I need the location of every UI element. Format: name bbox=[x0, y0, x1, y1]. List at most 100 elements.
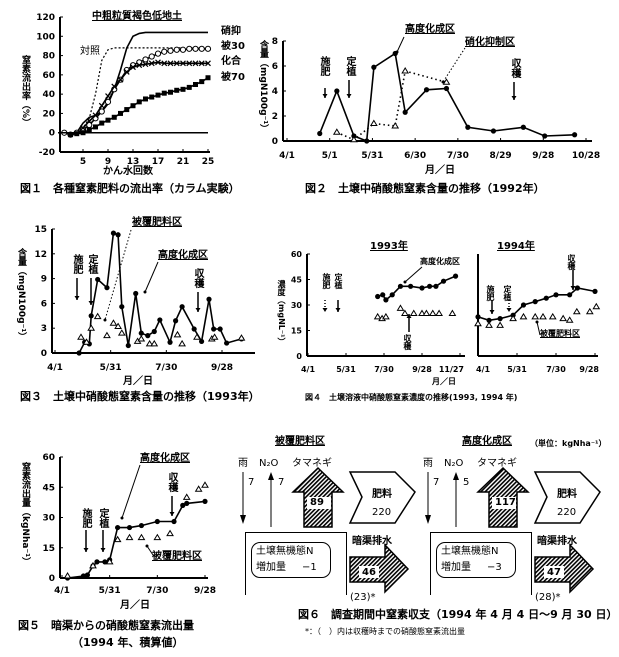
data-point bbox=[145, 339, 154, 347]
data-point bbox=[82, 338, 91, 345]
n2o-value: 7 bbox=[278, 477, 285, 488]
annotation-fertilize: 施肥 bbox=[322, 273, 331, 289]
data-point bbox=[548, 312, 557, 320]
data-point bbox=[118, 110, 123, 116]
n2o-label: N₂O bbox=[444, 458, 464, 469]
annotation-harvest: 収穫 bbox=[403, 334, 412, 350]
data-point bbox=[186, 60, 193, 67]
leader-tip bbox=[395, 50, 399, 54]
arrow-head bbox=[322, 308, 328, 312]
data-point bbox=[574, 285, 581, 291]
data-point bbox=[186, 45, 193, 52]
annotation-plant: 定植 bbox=[344, 56, 355, 76]
soil-box bbox=[251, 542, 331, 578]
arrow-head bbox=[195, 308, 201, 312]
onion-uptake-value: 117 bbox=[495, 497, 516, 508]
data-point bbox=[553, 292, 559, 298]
x-tick-label: 5/31 bbox=[336, 365, 356, 374]
y-tick-label: 2 bbox=[272, 112, 278, 122]
series-label: 被覆肥料区 bbox=[132, 217, 182, 228]
annotation-harvest: 収穫 bbox=[166, 472, 177, 492]
data-point bbox=[154, 50, 162, 57]
x-tick-label: 5/31 bbox=[99, 586, 121, 596]
x-tick-label: 5/31 bbox=[361, 151, 383, 161]
data-point bbox=[373, 312, 382, 320]
data-point bbox=[103, 331, 111, 339]
leader-tip bbox=[145, 544, 149, 548]
data-point bbox=[125, 342, 131, 349]
fig2-xlabel: 月／日 bbox=[425, 165, 455, 176]
data-point bbox=[435, 309, 443, 316]
data-point bbox=[380, 292, 386, 298]
data-point bbox=[63, 572, 72, 579]
x-tick-label: 7/30 bbox=[374, 365, 394, 374]
data-point bbox=[98, 108, 105, 115]
data-point bbox=[173, 330, 182, 338]
x-tick-label: 4/1 bbox=[47, 363, 63, 373]
data-point bbox=[369, 119, 378, 126]
rain-label: 雨 bbox=[238, 458, 248, 469]
data-point bbox=[124, 107, 130, 113]
data-point bbox=[157, 317, 163, 323]
arrow-head bbox=[83, 548, 89, 552]
data-point bbox=[150, 339, 159, 347]
soil-frame bbox=[245, 532, 347, 595]
data-point bbox=[88, 313, 94, 319]
x-tick-label: 4/1 bbox=[301, 365, 315, 374]
fig5-caption-2: （1994 年、積算値） bbox=[72, 636, 184, 649]
data-point bbox=[192, 60, 199, 67]
soil-box bbox=[436, 542, 516, 578]
data-point bbox=[178, 339, 186, 347]
y-tick-label: 80 bbox=[42, 52, 55, 62]
data-point bbox=[202, 498, 208, 504]
data-point bbox=[452, 273, 459, 279]
data-point bbox=[86, 118, 93, 125]
data-point bbox=[148, 60, 155, 67]
data-point bbox=[105, 557, 114, 565]
data-point bbox=[409, 309, 418, 316]
arrow-head bbox=[240, 515, 246, 524]
x-tick-label: 8/29 bbox=[490, 151, 512, 161]
data-point bbox=[113, 535, 122, 543]
data-point bbox=[74, 131, 80, 137]
arrow-head bbox=[406, 314, 412, 318]
data-point bbox=[136, 99, 142, 105]
arrow-head bbox=[169, 512, 175, 516]
data-point bbox=[201, 481, 209, 488]
leader-line bbox=[404, 266, 423, 283]
x-tick-label: 7/30 bbox=[155, 363, 177, 373]
data-point bbox=[205, 75, 211, 81]
data-point bbox=[115, 524, 121, 531]
annotation-plant: 定植 bbox=[86, 254, 97, 274]
series-line bbox=[336, 69, 447, 141]
leader-line bbox=[536, 321, 541, 336]
data-point bbox=[130, 103, 136, 109]
data-point bbox=[531, 312, 540, 320]
y-tick-label: 60 bbox=[42, 71, 55, 81]
data-point bbox=[427, 283, 433, 289]
data-point bbox=[149, 94, 155, 100]
data-point bbox=[422, 309, 431, 316]
data-point bbox=[117, 76, 124, 83]
data-point bbox=[114, 322, 122, 330]
data-point bbox=[180, 86, 186, 92]
series-label: 硝化抑制区 bbox=[465, 37, 515, 48]
drain-value: 46 bbox=[362, 567, 376, 578]
data-point bbox=[592, 288, 598, 294]
soil-increase-label: 増加量 bbox=[441, 562, 471, 573]
data-point bbox=[173, 60, 180, 67]
x-tick-label: 25 bbox=[202, 157, 215, 167]
data-point bbox=[148, 53, 155, 60]
data-point bbox=[142, 61, 149, 68]
y-tick-label: 30 bbox=[42, 514, 55, 524]
data-point bbox=[111, 83, 118, 90]
x-tick-label: 10/28 bbox=[572, 151, 600, 161]
data-point bbox=[184, 500, 190, 506]
y-tick-label: 0 bbox=[49, 129, 55, 139]
data-point bbox=[440, 278, 447, 284]
series-label: 高度化成区 bbox=[420, 257, 460, 266]
data-point bbox=[111, 114, 117, 120]
arrow-head bbox=[322, 94, 328, 98]
data-point bbox=[143, 96, 148, 102]
n2o-label: N₂O bbox=[259, 458, 279, 469]
